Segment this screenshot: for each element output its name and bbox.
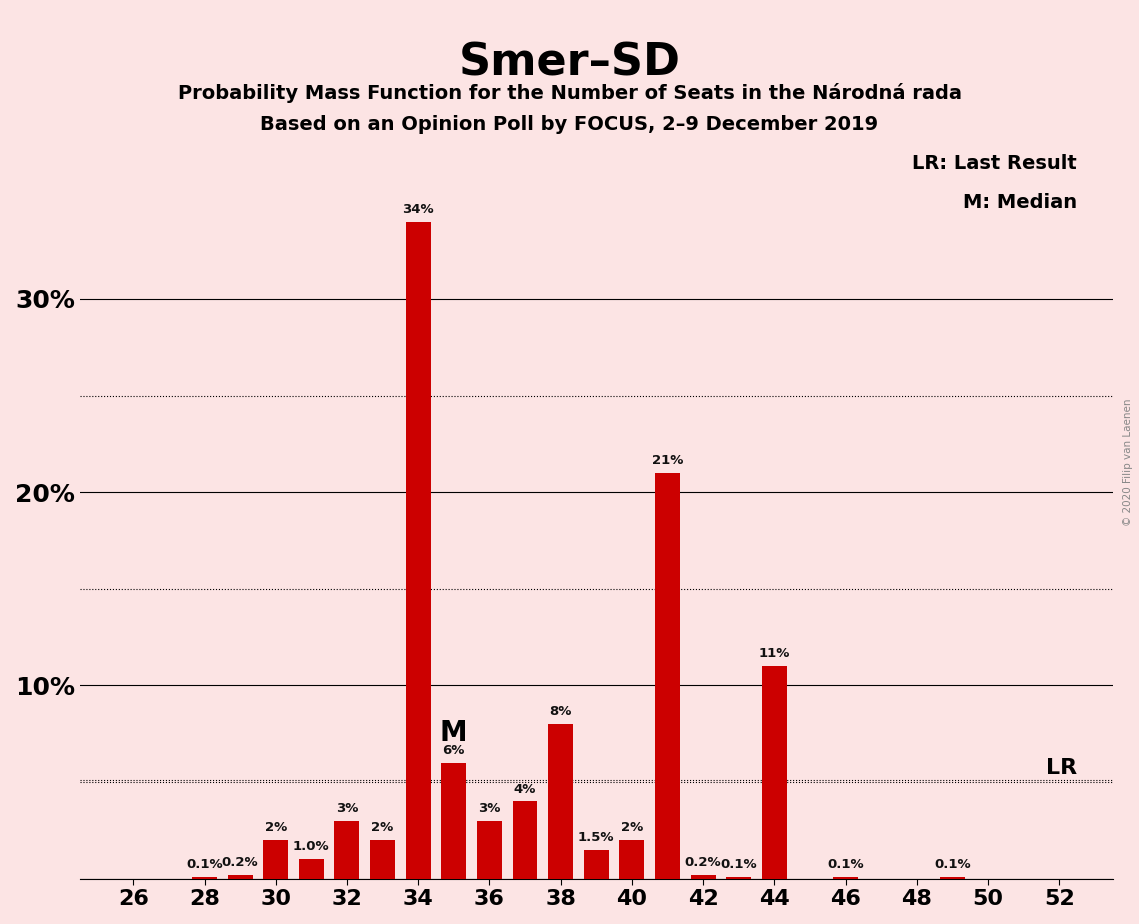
Text: M: M [440,719,468,748]
Text: M: Median: M: Median [962,193,1077,212]
Text: 0.1%: 0.1% [720,857,757,870]
Text: 4%: 4% [514,783,536,796]
Bar [441,762,466,879]
Bar [940,877,965,879]
Text: Based on an Opinion Poll by FOCUS, 2–9 December 2019: Based on an Opinion Poll by FOCUS, 2–9 D… [261,116,878,135]
Text: 3%: 3% [478,802,500,815]
Bar [370,840,395,879]
Bar [833,877,858,879]
Bar [548,724,573,879]
Bar [727,877,751,879]
Bar [298,859,323,879]
Text: 11%: 11% [759,647,790,661]
Text: 0.2%: 0.2% [222,856,259,869]
Bar [513,801,538,879]
Text: 34%: 34% [402,203,434,216]
Bar [762,666,787,879]
Bar [405,222,431,879]
Text: 1.5%: 1.5% [577,831,614,844]
Bar [228,875,253,879]
Text: 0.1%: 0.1% [186,857,223,870]
Bar [335,821,360,879]
Bar [192,877,216,879]
Text: 21%: 21% [652,454,683,467]
Text: Smer–SD: Smer–SD [459,42,680,85]
Text: 8%: 8% [549,705,572,718]
Bar [477,821,502,879]
Text: 1.0%: 1.0% [293,841,329,854]
Text: 0.1%: 0.1% [827,857,863,870]
Text: LR: Last Result: LR: Last Result [912,154,1077,173]
Text: © 2020 Filip van Laenen: © 2020 Filip van Laenen [1123,398,1133,526]
Bar [620,840,645,879]
Text: 2%: 2% [264,821,287,834]
Bar [263,840,288,879]
Text: 2%: 2% [621,821,644,834]
Text: LR: LR [1046,758,1077,778]
Text: 0.2%: 0.2% [685,856,721,869]
Text: Probability Mass Function for the Number of Seats in the Národná rada: Probability Mass Function for the Number… [178,83,961,103]
Bar [584,849,608,879]
Text: 2%: 2% [371,821,394,834]
Text: 0.1%: 0.1% [934,857,970,870]
Bar [690,875,715,879]
Text: 3%: 3% [336,802,358,815]
Bar [655,473,680,879]
Text: 6%: 6% [443,744,465,757]
